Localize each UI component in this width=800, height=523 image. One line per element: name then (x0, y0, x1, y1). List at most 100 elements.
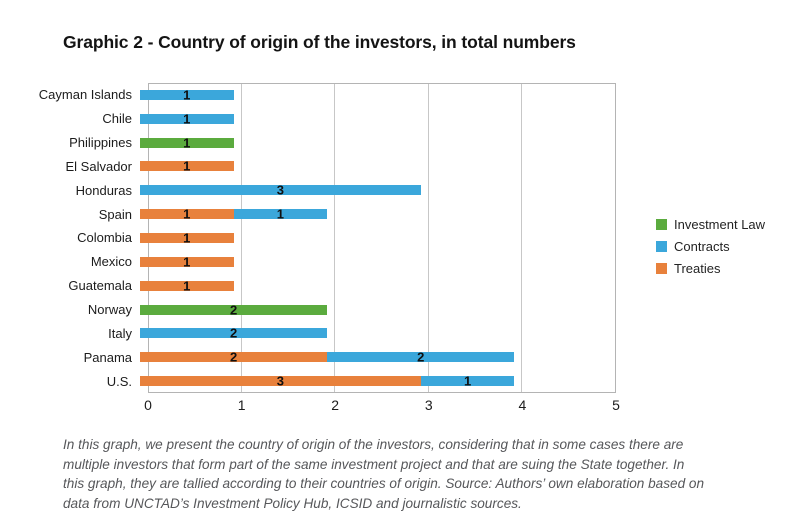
legend: Investment Law Contracts Treaties (656, 213, 765, 279)
x-tick-label: 3 (424, 397, 433, 413)
bar-rows: Cayman Islands 1 Chile 1 Philippines 1 El Salv… (0, 83, 616, 393)
bar-segment-contracts: 1 (420, 373, 515, 389)
bar-value-label: 1 (183, 111, 191, 127)
category-label: Honduras (75, 182, 132, 198)
gridline (241, 84, 243, 392)
bar-value-label: 1 (183, 206, 191, 222)
bar-track: 2 (140, 325, 608, 341)
bar-segment-treaties: 1 (140, 158, 234, 174)
bar-value-label: 1 (183, 278, 191, 294)
bar-row: Philippines 1 (0, 131, 616, 155)
bar-row: Norway 2 (0, 298, 616, 322)
legend-swatch-icon (656, 240, 667, 252)
bar-track: 1 (140, 158, 608, 174)
bar-row: Panama 2 2 (0, 345, 616, 369)
category-label: Spain (98, 206, 132, 222)
category-label: El Salvador (65, 158, 132, 174)
bar-value-label: 1 (183, 254, 191, 270)
x-tick-label: 5 (612, 397, 620, 413)
category-label: Colombia (77, 230, 132, 246)
bar-segment-treaties: 1 (140, 278, 234, 294)
bar-row: Honduras 3 (0, 178, 616, 202)
bar-row: Colombia 1 (0, 226, 616, 250)
caption-line: In this graph, we present the country of… (63, 437, 684, 452)
category-label: Cayman Islands (38, 87, 132, 103)
bar-segment-contracts: 2 (327, 349, 515, 365)
bar-row: Guatemala 1 (0, 274, 616, 298)
bar-track: 1 (140, 111, 608, 127)
figure-caption: In this graph, we present the country of… (63, 435, 753, 513)
category-label: Guatemala (68, 278, 132, 294)
bar-track: 1 (140, 278, 608, 294)
bar-segment-treaties: 1 (140, 254, 234, 270)
bar-value-label: 2 (229, 349, 238, 365)
legend-item-treaties: Treaties (656, 257, 765, 279)
gridline (520, 84, 522, 392)
bar-value-label: 1 (183, 158, 191, 174)
bar-track: 1 (140, 135, 608, 151)
bar-row: El Salvador 1 (0, 155, 616, 179)
legend-item-contracts: Contracts (656, 235, 765, 257)
bar-segment-treaties: 1 (140, 206, 234, 222)
caption-line: multiple investors that form part of the… (63, 456, 685, 472)
bar-segment-contracts: 2 (140, 325, 328, 341)
bar-value-label: 1 (183, 230, 191, 246)
category-label: Italy (108, 325, 132, 341)
bar-segment-treaties: 1 (140, 230, 234, 246)
bar-track: 1 (140, 230, 608, 246)
caption-line: this graph, they are tallied according t… (63, 476, 705, 492)
bar-segment-investment-law: 2 (140, 302, 328, 318)
category-label: Philippines (69, 135, 132, 151)
bar-segment-investment-law: 1 (140, 135, 234, 151)
bar-value-label: 1 (183, 87, 191, 103)
bar-value-label: 3 (276, 182, 285, 198)
bar-track: 1 (140, 87, 608, 103)
category-label: Norway (87, 302, 132, 318)
bar-row: Chile 1 (0, 107, 616, 131)
legend-item-investment-law: Investment Law (656, 213, 765, 235)
bar-segment-treaties: 3 (140, 373, 421, 389)
bar-value-label: 2 (229, 302, 238, 318)
x-tick-label: 1 (237, 397, 246, 413)
bar-value-label: 3 (276, 373, 285, 389)
bar-segment-contracts: 3 (140, 182, 421, 198)
bar-track: 1 (140, 254, 608, 270)
bar-segment-treaties: 2 (140, 349, 328, 365)
legend-swatch-icon (656, 262, 667, 274)
bar-value-label: 1 (183, 135, 191, 151)
caption-line: data from UNCTAD’s Investment Policy Hub… (63, 495, 522, 511)
category-label: Chile (102, 111, 132, 127)
bar-track: 2 (140, 302, 608, 318)
bar-row: Italy 2 (0, 321, 616, 345)
category-label: U.S. (106, 373, 132, 389)
bar-value-label: 2 (229, 325, 238, 341)
bar-segment-contracts: 1 (140, 87, 234, 103)
bar-track: 3 (140, 182, 608, 198)
x-tick-label: 0 (144, 397, 152, 413)
bar-row: Spain 1 1 (0, 202, 616, 226)
category-label: Panama (83, 349, 132, 365)
bar-segment-contracts: 1 (140, 111, 234, 127)
legend-label: Contracts (674, 238, 730, 254)
x-tick-label: 4 (518, 397, 527, 413)
figure-title: Graphic 2 - Country of origin of the inv… (63, 32, 576, 52)
x-tick-label: 2 (331, 397, 340, 413)
legend-label: Investment Law (674, 216, 766, 232)
bar-value-label: 1 (276, 206, 284, 222)
bar-row: Cayman Islands 1 (0, 83, 616, 107)
gridline (427, 84, 429, 392)
bar-value-label: 2 (417, 349, 425, 365)
bar-value-label: 1 (463, 373, 472, 389)
x-axis: 0 1 2 3 4 5 (144, 397, 620, 415)
bar-segment-contracts: 1 (233, 206, 328, 222)
legend-swatch-icon (656, 218, 667, 230)
legend-label: Treaties (674, 260, 721, 276)
bar-row: Mexico 1 (0, 250, 616, 274)
bar-row: U.S. 3 1 (0, 369, 616, 393)
category-label: Mexico (90, 254, 132, 270)
gridline (334, 84, 336, 392)
